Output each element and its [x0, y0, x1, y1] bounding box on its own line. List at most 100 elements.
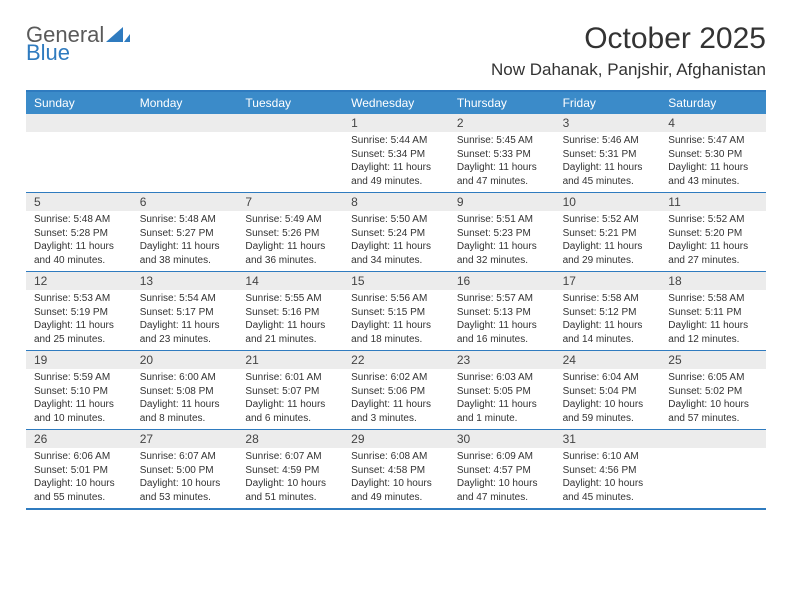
daylight-text: Daylight: 11 hours and 40 minutes.	[34, 240, 126, 267]
sunset-text: Sunset: 5:15 PM	[351, 306, 443, 320]
sunrise-text: Sunrise: 5:52 AM	[668, 213, 760, 227]
day-number: 31	[555, 430, 661, 448]
day-number: 27	[132, 430, 238, 448]
daylight-text: Daylight: 10 hours and 47 minutes.	[457, 477, 549, 504]
dayhead-tue: Tuesday	[237, 92, 343, 114]
title-block: October 2025 Now Dahanak, Panjshir, Afgh…	[491, 22, 766, 80]
sunrise-text: Sunrise: 6:09 AM	[457, 450, 549, 464]
sunset-text: Sunset: 5:24 PM	[351, 227, 443, 241]
daylight-text: Daylight: 11 hours and 25 minutes.	[34, 319, 126, 346]
daylight-text: Daylight: 11 hours and 18 minutes.	[351, 319, 443, 346]
sunrise-text: Sunrise: 6:03 AM	[457, 371, 549, 385]
week-row: 19202122232425Sunrise: 5:59 AMSunset: 5:…	[26, 350, 766, 429]
daylight-text: Daylight: 11 hours and 23 minutes.	[140, 319, 232, 346]
day-cell: Sunrise: 5:51 AMSunset: 5:23 PMDaylight:…	[449, 211, 555, 271]
day-number: 16	[449, 272, 555, 290]
sunrise-text: Sunrise: 5:59 AM	[34, 371, 126, 385]
day-number: 14	[237, 272, 343, 290]
day-cell: Sunrise: 5:56 AMSunset: 5:15 PMDaylight:…	[343, 290, 449, 350]
dayhead-fri: Friday	[555, 92, 661, 114]
daynum-strip: 12131415161718	[26, 272, 766, 290]
location-text: Now Dahanak, Panjshir, Afghanistan	[491, 60, 766, 80]
day-number: 11	[660, 193, 766, 211]
sunset-text: Sunset: 4:58 PM	[351, 464, 443, 478]
sunrise-text: Sunrise: 5:57 AM	[457, 292, 549, 306]
sunrise-text: Sunrise: 5:58 AM	[668, 292, 760, 306]
day-number: 12	[26, 272, 132, 290]
sunset-text: Sunset: 5:00 PM	[140, 464, 232, 478]
sunrise-text: Sunrise: 5:56 AM	[351, 292, 443, 306]
day-number: 17	[555, 272, 661, 290]
day-cell: Sunrise: 6:07 AMSunset: 4:59 PMDaylight:…	[237, 448, 343, 508]
day-header-row: Sunday Monday Tuesday Wednesday Thursday…	[26, 92, 766, 114]
sunrise-text: Sunrise: 6:08 AM	[351, 450, 443, 464]
daylight-text: Daylight: 11 hours and 49 minutes.	[351, 161, 443, 188]
day-cell: Sunrise: 6:05 AMSunset: 5:02 PMDaylight:…	[660, 369, 766, 429]
day-number: 2	[449, 114, 555, 132]
day-cell: Sunrise: 6:00 AMSunset: 5:08 PMDaylight:…	[132, 369, 238, 429]
day-cell	[237, 132, 343, 192]
sunrise-text: Sunrise: 5:55 AM	[245, 292, 337, 306]
daylight-text: Daylight: 11 hours and 36 minutes.	[245, 240, 337, 267]
week-row: 1234Sunrise: 5:44 AMSunset: 5:34 PMDayli…	[26, 114, 766, 192]
sunrise-text: Sunrise: 5:47 AM	[668, 134, 760, 148]
daylight-text: Daylight: 10 hours and 59 minutes.	[563, 398, 655, 425]
sunrise-text: Sunrise: 6:06 AM	[34, 450, 126, 464]
day-cell: Sunrise: 5:59 AMSunset: 5:10 PMDaylight:…	[26, 369, 132, 429]
daylight-text: Daylight: 11 hours and 14 minutes.	[563, 319, 655, 346]
sunset-text: Sunset: 5:06 PM	[351, 385, 443, 399]
sunset-text: Sunset: 5:26 PM	[245, 227, 337, 241]
day-cell: Sunrise: 5:52 AMSunset: 5:20 PMDaylight:…	[660, 211, 766, 271]
sunset-text: Sunset: 5:05 PM	[457, 385, 549, 399]
week-row: 262728293031Sunrise: 6:06 AMSunset: 5:01…	[26, 429, 766, 508]
daylight-text: Daylight: 11 hours and 29 minutes.	[563, 240, 655, 267]
day-number	[132, 114, 238, 132]
day-cell: Sunrise: 6:02 AMSunset: 5:06 PMDaylight:…	[343, 369, 449, 429]
sunset-text: Sunset: 5:20 PM	[668, 227, 760, 241]
day-number: 18	[660, 272, 766, 290]
sunset-text: Sunset: 5:11 PM	[668, 306, 760, 320]
sunset-text: Sunset: 5:17 PM	[140, 306, 232, 320]
day-cell	[26, 132, 132, 192]
day-cell: Sunrise: 5:48 AMSunset: 5:27 PMDaylight:…	[132, 211, 238, 271]
day-cell: Sunrise: 5:58 AMSunset: 5:11 PMDaylight:…	[660, 290, 766, 350]
daylight-text: Daylight: 11 hours and 3 minutes.	[351, 398, 443, 425]
sunrise-text: Sunrise: 5:51 AM	[457, 213, 549, 227]
day-number: 28	[237, 430, 343, 448]
sunset-text: Sunset: 5:30 PM	[668, 148, 760, 162]
day-number: 10	[555, 193, 661, 211]
sunrise-text: Sunrise: 6:04 AM	[563, 371, 655, 385]
day-number: 24	[555, 351, 661, 369]
sunrise-text: Sunrise: 5:48 AM	[34, 213, 126, 227]
month-title: October 2025	[491, 22, 766, 56]
weeks-container: 1234Sunrise: 5:44 AMSunset: 5:34 PMDayli…	[26, 114, 766, 508]
sunset-text: Sunset: 5:08 PM	[140, 385, 232, 399]
dayhead-mon: Monday	[132, 92, 238, 114]
daylight-text: Daylight: 11 hours and 47 minutes.	[457, 161, 549, 188]
sunset-text: Sunset: 5:28 PM	[34, 227, 126, 241]
dayhead-sun: Sunday	[26, 92, 132, 114]
week-row: 12131415161718Sunrise: 5:53 AMSunset: 5:…	[26, 271, 766, 350]
sunrise-text: Sunrise: 6:05 AM	[668, 371, 760, 385]
week-row: 567891011Sunrise: 5:48 AMSunset: 5:28 PM…	[26, 192, 766, 271]
daylight-text: Daylight: 11 hours and 1 minute.	[457, 398, 549, 425]
day-cell: Sunrise: 6:01 AMSunset: 5:07 PMDaylight:…	[237, 369, 343, 429]
daylight-text: Daylight: 11 hours and 38 minutes.	[140, 240, 232, 267]
day-cell: Sunrise: 5:44 AMSunset: 5:34 PMDaylight:…	[343, 132, 449, 192]
daylight-text: Daylight: 11 hours and 16 minutes.	[457, 319, 549, 346]
sunset-text: Sunset: 5:33 PM	[457, 148, 549, 162]
day-number	[26, 114, 132, 132]
sunrise-text: Sunrise: 5:58 AM	[563, 292, 655, 306]
sunrise-text: Sunrise: 6:10 AM	[563, 450, 655, 464]
day-number: 7	[237, 193, 343, 211]
day-number: 4	[660, 114, 766, 132]
sunset-text: Sunset: 5:31 PM	[563, 148, 655, 162]
day-cell: Sunrise: 5:45 AMSunset: 5:33 PMDaylight:…	[449, 132, 555, 192]
day-number: 6	[132, 193, 238, 211]
dayhead-sat: Saturday	[660, 92, 766, 114]
sunrise-text: Sunrise: 5:46 AM	[563, 134, 655, 148]
sunset-text: Sunset: 5:19 PM	[34, 306, 126, 320]
day-cell: Sunrise: 6:07 AMSunset: 5:00 PMDaylight:…	[132, 448, 238, 508]
sunset-text: Sunset: 4:57 PM	[457, 464, 549, 478]
sunrise-text: Sunrise: 6:00 AM	[140, 371, 232, 385]
